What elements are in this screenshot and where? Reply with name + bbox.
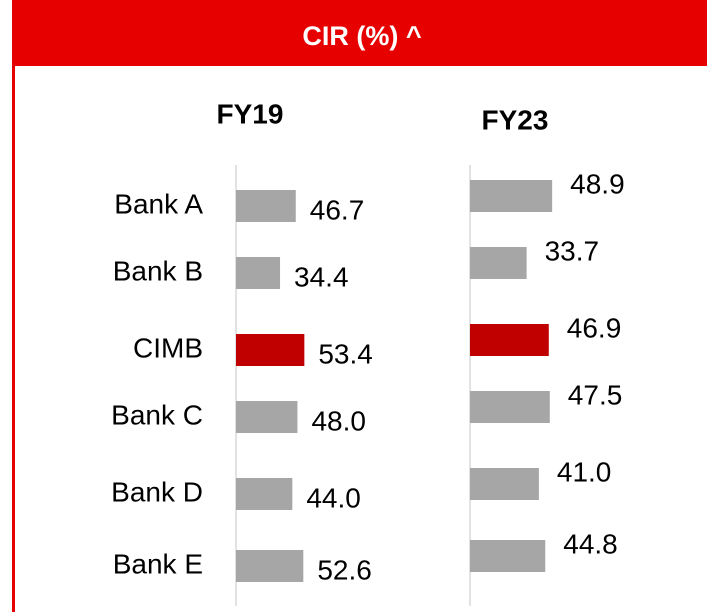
bar: [236, 334, 305, 366]
value-label: 48.0: [311, 405, 366, 436]
bar: [236, 550, 304, 582]
value-label: 41.0: [557, 456, 612, 487]
category-label: Bank E: [113, 548, 203, 579]
bar: [470, 468, 539, 500]
category-label: Bank C: [111, 399, 203, 430]
bar: [470, 540, 546, 572]
chart-title: CIR (%) ^: [302, 21, 421, 51]
value-label: 44.0: [306, 482, 361, 513]
value-label: 33.7: [545, 235, 600, 266]
value-label: 34.4: [294, 261, 349, 292]
category-label: Bank A: [114, 188, 203, 219]
value-label: 48.9: [570, 168, 625, 199]
value-label: 44.8: [563, 528, 618, 559]
category-label: Bank B: [113, 255, 203, 286]
value-label: 47.5: [568, 379, 623, 410]
category-label: Bank D: [111, 476, 203, 507]
bar: [236, 478, 293, 510]
bar: [236, 257, 281, 289]
value-label: 46.7: [310, 194, 365, 225]
bar: [470, 391, 550, 423]
value-label: 46.9: [567, 312, 622, 343]
bar: [236, 190, 296, 222]
value-label: 52.6: [317, 554, 372, 585]
bar: [470, 247, 527, 279]
bar: [470, 324, 549, 356]
series-name: FY23: [482, 104, 549, 135]
value-label: 53.4: [318, 338, 373, 369]
category-label: CIMB: [133, 332, 203, 363]
left-border: [12, 0, 15, 612]
bar: [236, 401, 298, 433]
bar: [470, 180, 553, 212]
header-bar: [12, 0, 707, 66]
series-name: FY19: [217, 98, 284, 129]
